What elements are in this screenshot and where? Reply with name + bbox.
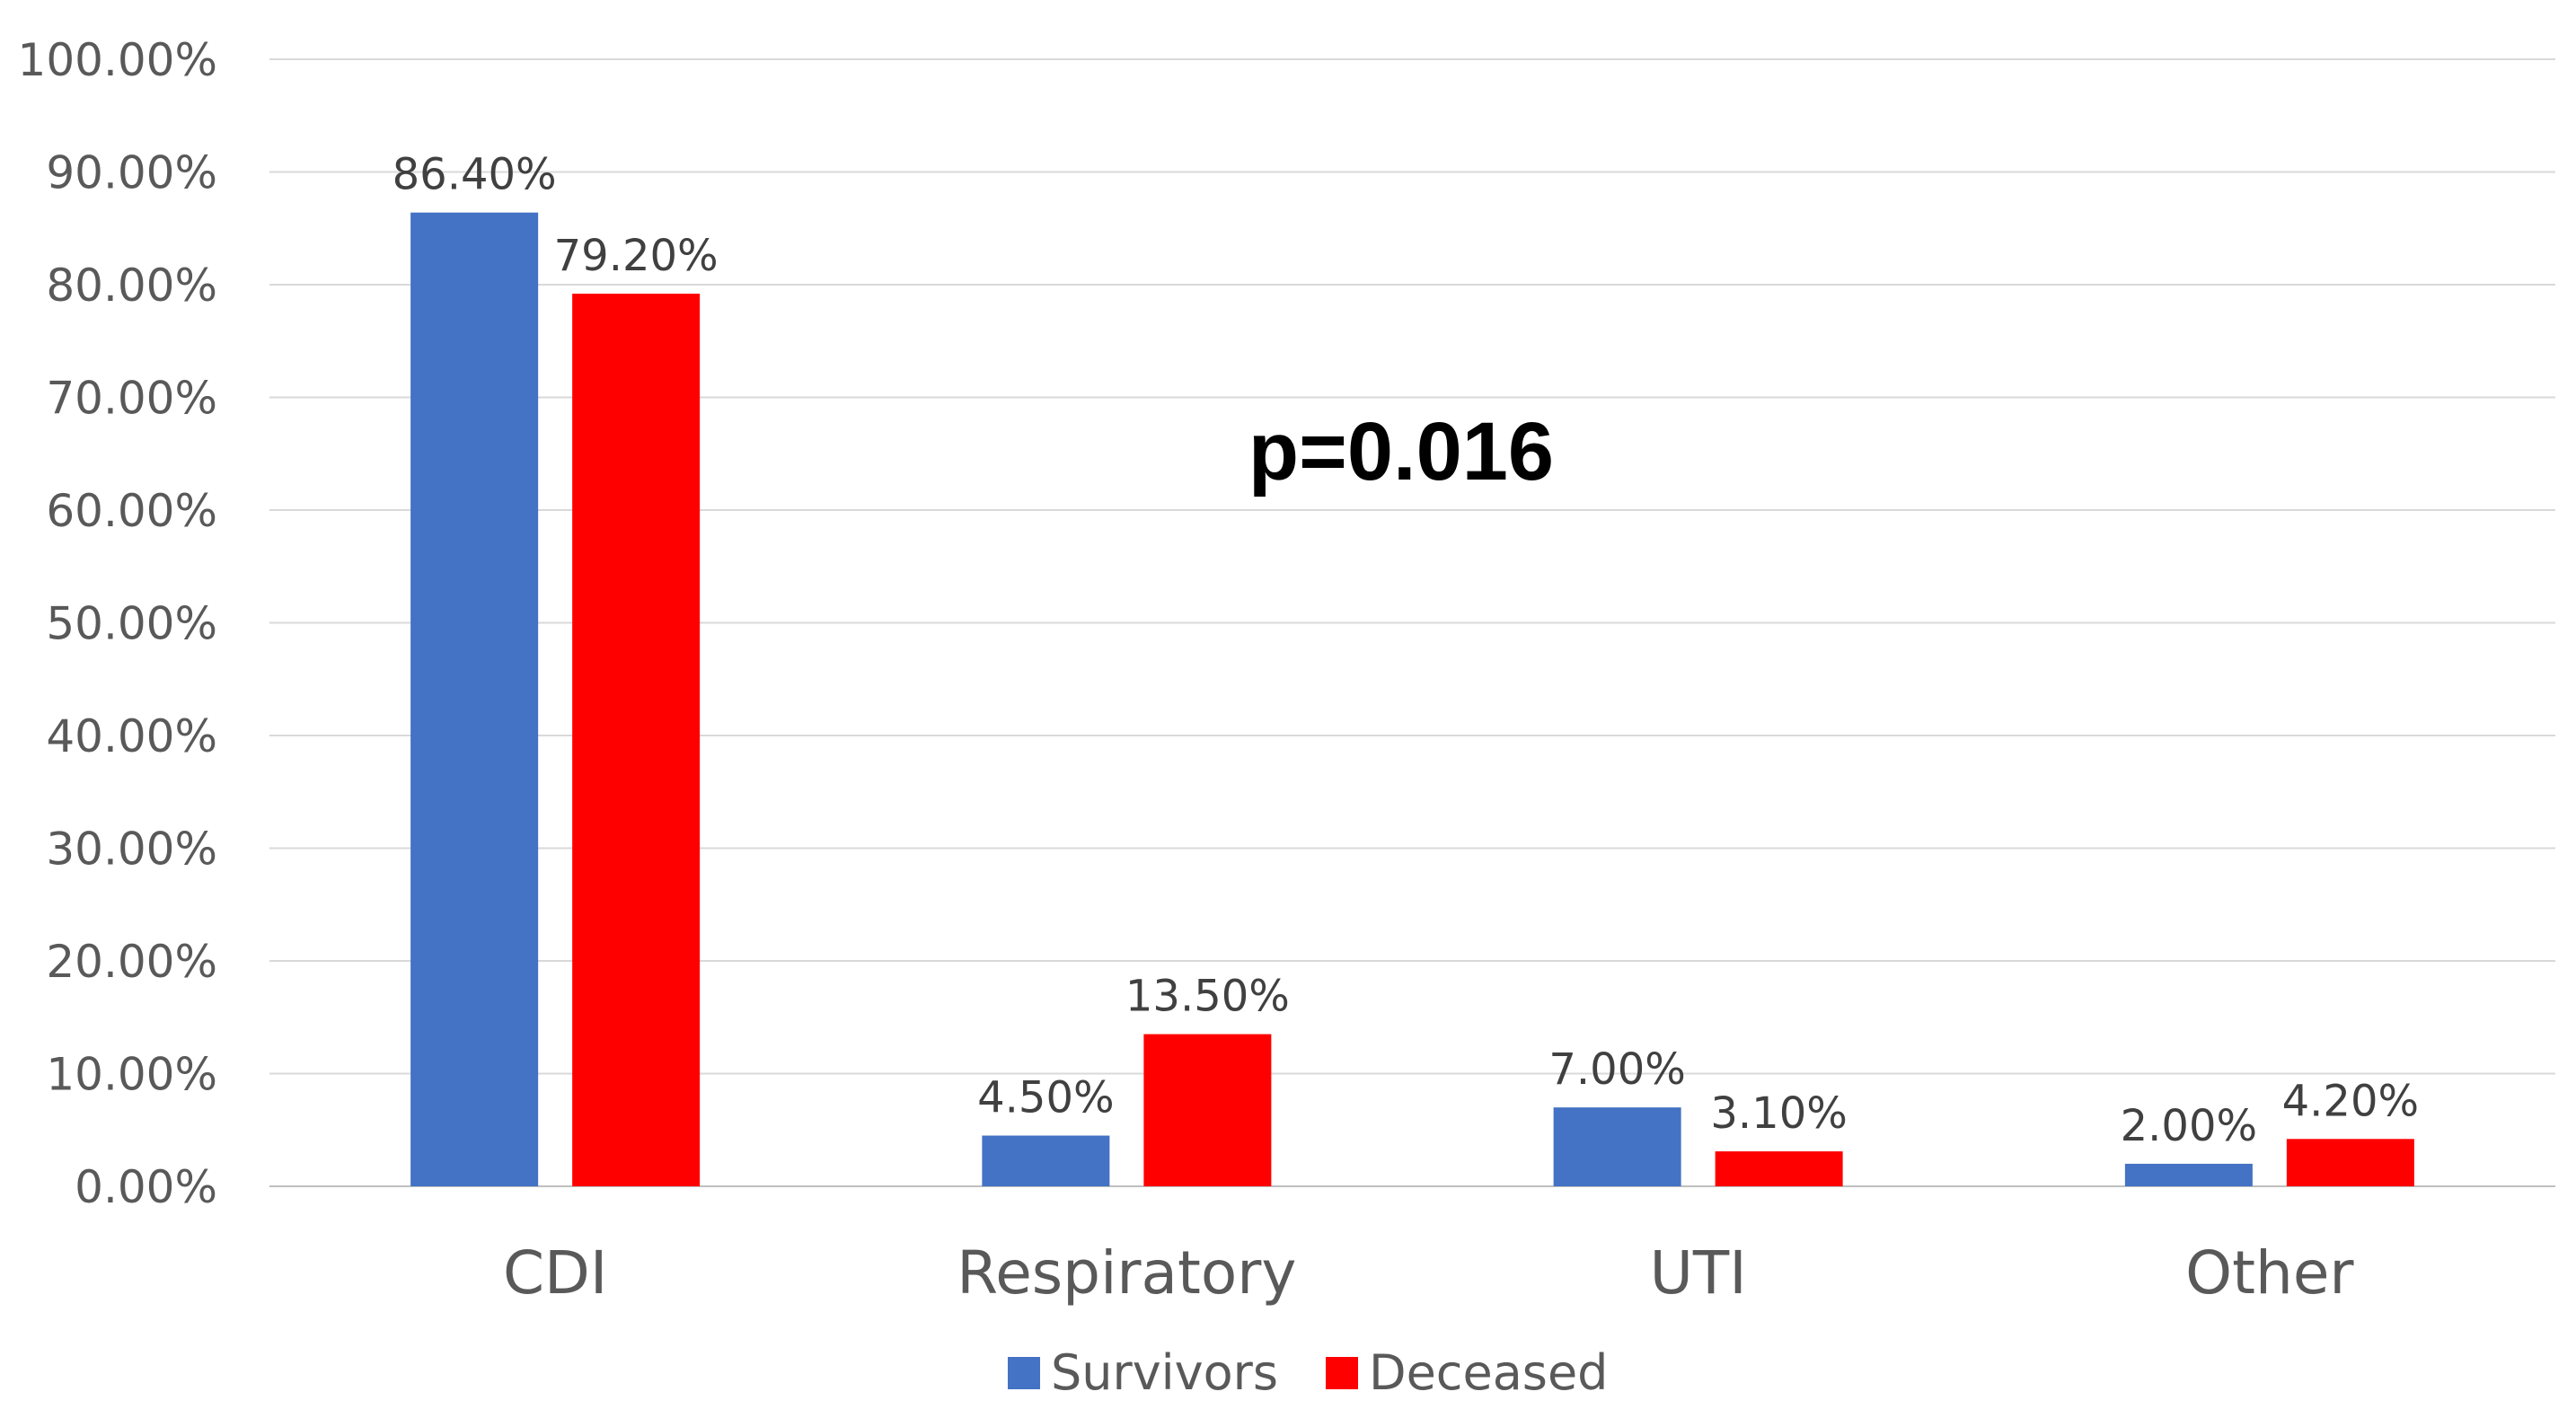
category-label-cdi: CDI [503, 1238, 607, 1308]
bar-survivors-other [2124, 1163, 2253, 1186]
data-label-survivors-other: 2.00% [2121, 1101, 2257, 1151]
y-tick-label: 80.00% [46, 260, 217, 312]
bar-deceased-respiratory [1143, 1034, 1272, 1186]
category-label-uti: UTI [1650, 1238, 1747, 1308]
legend-label-deceased: Deceased [1369, 1344, 1608, 1401]
y-tick-label: 0.00% [75, 1161, 217, 1213]
category-labels: CDI Respiratory UTI Other [503, 1238, 2354, 1308]
bar-survivors-respiratory [982, 1135, 1110, 1186]
legend: Survivors Deceased [1008, 1344, 1608, 1401]
p-value-annotation: p=0.016 [1248, 406, 1554, 498]
data-label-deceased-cdi: 79.20% [554, 231, 719, 281]
y-axis-tick-labels: 0.00% 10.00% 20.00% 30.00% 40.00% 50.00% 60.00… [18, 34, 217, 1213]
y-tick-label: 70.00% [46, 373, 217, 425]
y-tick-label: 50.00% [46, 598, 217, 650]
y-tick-label: 60.00% [46, 485, 217, 537]
bar-deceased-other [2286, 1139, 2414, 1186]
data-label-survivors-respiratory: 4.50% [977, 1073, 1114, 1123]
y-tick-label: 90.00% [46, 147, 217, 199]
legend-label-survivors: Survivors [1051, 1344, 1278, 1401]
data-label-survivors-uti: 7.00% [1548, 1044, 1685, 1095]
category-label-other: Other [2185, 1238, 2354, 1308]
data-label-survivors-cdi: 86.40% [393, 150, 557, 200]
data-label-deceased-respiratory: 13.50% [1125, 972, 1290, 1022]
data-labels: 86.40% 79.20% 4.50% 13.50% 7.00% 3.10% 2.00% 4.… [393, 150, 2420, 1151]
y-tick-label: 40.00% [46, 710, 217, 762]
legend-swatch-survivors [1008, 1357, 1040, 1389]
data-label-deceased-other: 4.20% [2282, 1076, 2419, 1126]
y-tick-label: 10.00% [46, 1049, 217, 1101]
bar-deceased-uti [1715, 1151, 1843, 1186]
bars [410, 212, 2414, 1187]
data-label-deceased-uti: 3.10% [1710, 1088, 1847, 1139]
y-tick-label: 20.00% [46, 936, 217, 988]
bar-survivors-cdi [410, 212, 539, 1187]
y-tick-label: 100.00% [18, 34, 217, 86]
legend-swatch-deceased [1326, 1357, 1358, 1389]
y-tick-label: 30.00% [46, 823, 217, 876]
category-label-respiratory: Respiratory [957, 1238, 1296, 1308]
bar-survivors-uti [1553, 1107, 1681, 1186]
bar-deceased-cdi [572, 294, 701, 1186]
